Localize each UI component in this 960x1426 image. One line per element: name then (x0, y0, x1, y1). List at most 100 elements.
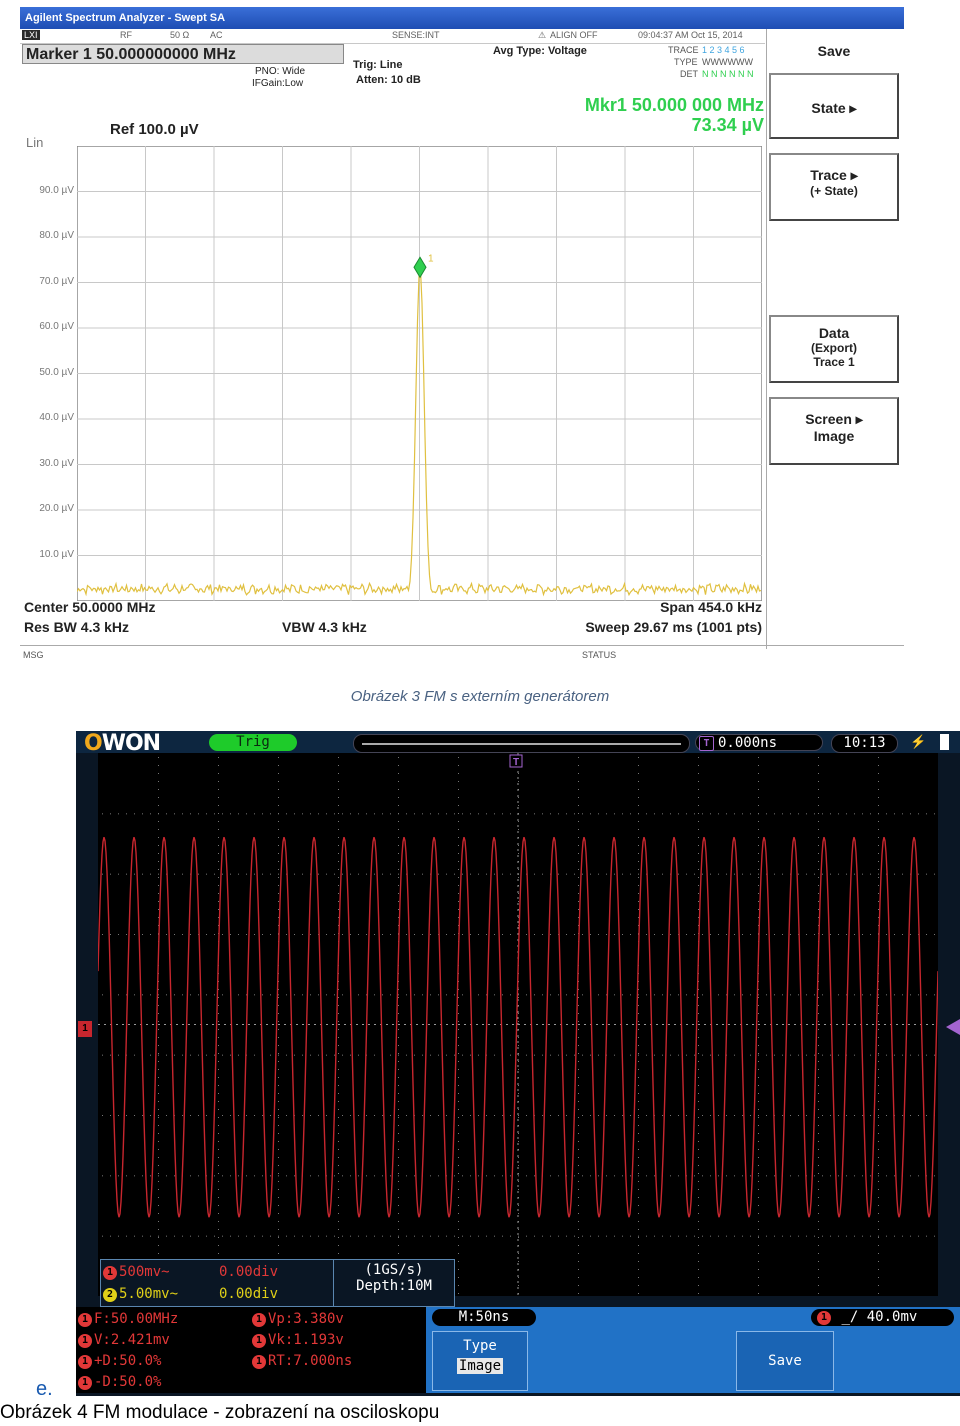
graticule-dot (878, 1069, 879, 1070)
graticule-dot (878, 893, 879, 894)
graticule-dot (806, 1235, 807, 1237)
graticule-dot (510, 1054, 511, 1056)
graticule-dot (230, 873, 231, 875)
graticule-dot (126, 1175, 127, 1177)
graticule-dot (578, 1197, 579, 1198)
graticule-dot (510, 934, 511, 935)
graticule-dot (102, 934, 103, 935)
graticule-dot (518, 1285, 519, 1286)
graticule-dot (574, 994, 575, 996)
resolution-bandwidth[interactable]: Res BW 4.3 kHz (24, 619, 130, 635)
graticule-dot (218, 845, 219, 846)
graticule-dot (510, 1175, 511, 1177)
graticule-dot (638, 893, 639, 894)
graticule-dot (278, 861, 279, 862)
graticule-dot (638, 1221, 639, 1222)
scale-mode: Lin (26, 135, 44, 150)
graticule-dot (390, 813, 391, 815)
active-function-marker[interactable]: Marker 1 50.000000000 MHz (22, 44, 344, 64)
graticule-dot (182, 1115, 183, 1116)
graticule-dot (494, 813, 495, 815)
softkey-trace[interactable]: Trace ▸ (+ State) (769, 153, 899, 221)
softkey-panel: Save State ▸ Trace ▸ (+ State) Data (Expor… (766, 29, 903, 649)
graticule-dot (578, 1269, 579, 1270)
span[interactable]: Span 454.0 kHz (660, 599, 762, 615)
measure-text: -D:50.0% (94, 1374, 162, 1390)
graticule-dot (218, 1213, 219, 1214)
graticule-dot (338, 1133, 339, 1134)
graticule-dot (750, 1235, 751, 1237)
graticule-dot (166, 994, 167, 996)
center-frequency[interactable]: Center 50.0000 MHz (24, 599, 156, 615)
graticule-dot (338, 1221, 339, 1222)
graticule-dot (790, 1054, 791, 1056)
trigger-setting: Trig: Line (353, 59, 403, 71)
graticule-dot (578, 885, 579, 886)
graticule-dot (542, 873, 543, 875)
time-base[interactable]: M:50ns (432, 1309, 536, 1326)
graticule-dot (278, 1165, 279, 1166)
graticule-dot (218, 981, 219, 982)
graticule-dot (758, 1229, 759, 1230)
graticule-dot (790, 813, 791, 815)
graticule-dot (818, 1285, 819, 1286)
ch1-ground-marker[interactable]: 1 (78, 1021, 92, 1037)
graticule-dot (886, 813, 887, 815)
save-button[interactable]: Save (736, 1331, 834, 1391)
graticule-dot (406, 1054, 407, 1056)
graticule-dot (518, 925, 519, 926)
graticule-dot (698, 837, 699, 838)
graticule-dot (758, 1115, 759, 1116)
clock: 10:13 (831, 734, 898, 753)
measure-ch-badge: 1 (78, 1334, 92, 1348)
graticule-dot (758, 765, 759, 766)
graticule-dot (278, 1149, 279, 1150)
ch1-settings-row: 1 500mv~ 0.00div (103, 1262, 278, 1282)
graticule-dot (894, 1054, 895, 1056)
graticule-dot (534, 1175, 535, 1177)
graticule-dot (578, 1149, 579, 1150)
graticule-dot (766, 1115, 767, 1116)
graticule-dot (578, 1285, 579, 1286)
graticule-dot (158, 994, 159, 996)
graticule-dot (338, 1205, 339, 1206)
y-tick-label: 30.0 µV (39, 457, 74, 469)
type-button[interactable]: Type Image (432, 1331, 528, 1391)
graticule-dot (278, 981, 279, 982)
graticule-dot (578, 893, 579, 894)
waveform-graticule: T (98, 753, 938, 1296)
graticule-dot (518, 773, 519, 774)
graticule-dot (818, 917, 819, 918)
graticule-dot (458, 1029, 459, 1030)
msg-label: MSG (23, 650, 44, 660)
graticule-dot (818, 1085, 819, 1086)
graticule-dot (818, 797, 819, 798)
trigger-level-marker[interactable] (946, 1019, 960, 1035)
graticule-dot (578, 1205, 579, 1206)
softkey-data-export[interactable]: Data (Export) Trace 1 (769, 315, 899, 383)
graticule-dot (862, 1235, 863, 1237)
graticule-dot (294, 1175, 295, 1177)
graticule-dot (742, 994, 743, 996)
video-bandwidth[interactable]: VBW 4.3 kHz (282, 619, 367, 635)
graticule-dot (318, 873, 319, 875)
graticule-dot (758, 1173, 759, 1174)
graticule-dot (458, 1245, 459, 1246)
graticule-dot (478, 1054, 479, 1056)
graticule-dot (662, 1235, 663, 1237)
graticule-dot (458, 1157, 459, 1158)
softkey-state[interactable]: State ▸ (769, 73, 899, 139)
graticule-dot (458, 925, 459, 926)
graticule-dot (818, 1213, 819, 1214)
graticule-dot (398, 1181, 399, 1182)
graticule-dot (338, 1181, 339, 1182)
graticule-dot (578, 981, 579, 982)
graticule-dot (326, 994, 327, 996)
graticule-dot (406, 1115, 407, 1116)
align-indicator: ALIGN OFF (550, 30, 598, 40)
graticule-dot (630, 1054, 631, 1056)
graticule-dot (102, 994, 103, 996)
softkey-screen-image[interactable]: Screen ▸ Image (769, 397, 899, 465)
graticule-dot (338, 1173, 339, 1174)
sweep-time[interactable]: Sweep 29.67 ms (1001 pts) (585, 619, 762, 635)
